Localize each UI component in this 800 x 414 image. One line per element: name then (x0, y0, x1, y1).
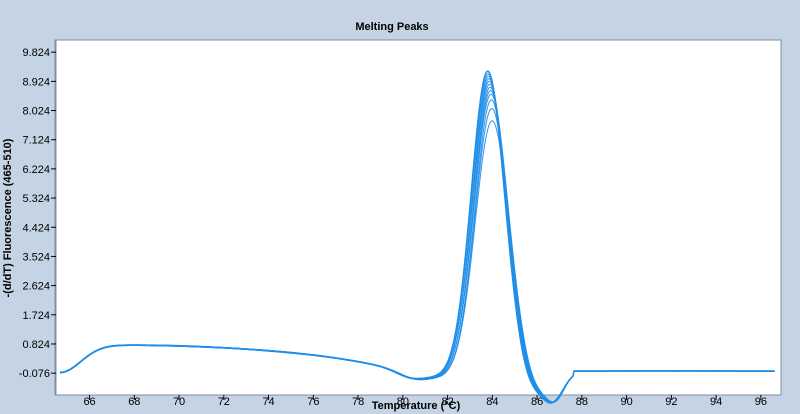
x-tick-label: 66 (83, 396, 95, 408)
melting-curve-series (59, 120, 775, 403)
x-tick-label: 72 (218, 396, 230, 408)
plot-area (54, 39, 782, 396)
x-tick-label: 94 (710, 396, 722, 408)
x-tick-label: 92 (665, 396, 677, 408)
x-tick-label: 90 (620, 396, 632, 408)
x-tick-label: 78 (352, 396, 364, 408)
y-axis: -0.076 0.824 1.724 2.624 3.524 4.424 5.324 6.22… (19, 40, 57, 395)
x-tick-label: 86 (531, 396, 543, 408)
y-tick-label: -0.076 (19, 368, 50, 380)
x-tick-label: 76 (307, 396, 319, 408)
x-tick-label: 84 (486, 396, 498, 408)
y-axis-title: -(d/dT) Fluorescence (465-510) (2, 138, 14, 297)
y-tick-label: 2.624 (22, 281, 50, 293)
x-tick-label: 80 (397, 396, 409, 408)
y-tick-label: 1.724 (22, 310, 50, 322)
x-tick-label: 70 (173, 396, 185, 408)
series-layer (59, 70, 776, 404)
y-tick-label: 9.824 (22, 47, 50, 59)
x-axis-title: Temperature (°C) (372, 400, 461, 412)
y-tick-label: 8.924 (22, 76, 50, 88)
chart-title: Melting Peaks (355, 21, 428, 33)
y-tick-label: 5.324 (22, 193, 50, 205)
y-tick-label: 8.024 (22, 106, 50, 118)
y-tick-label: 7.124 (22, 135, 50, 147)
x-tick-label: 88 (576, 396, 588, 408)
x-tick-label: 96 (755, 396, 767, 408)
x-tick-label: 68 (128, 396, 140, 408)
x-tick-label: 74 (262, 396, 274, 408)
y-tick-label: 6.224 (22, 164, 50, 176)
y-tick-label: 3.524 (22, 251, 50, 263)
y-tick-label: 4.424 (22, 222, 50, 234)
y-tick-label: 0.824 (22, 339, 50, 351)
x-tick-label: 82 (441, 396, 453, 408)
x-axis: 66 68 70 72 74 76 78 80 82 84 86 88 90 92 94 96 (56, 394, 781, 408)
